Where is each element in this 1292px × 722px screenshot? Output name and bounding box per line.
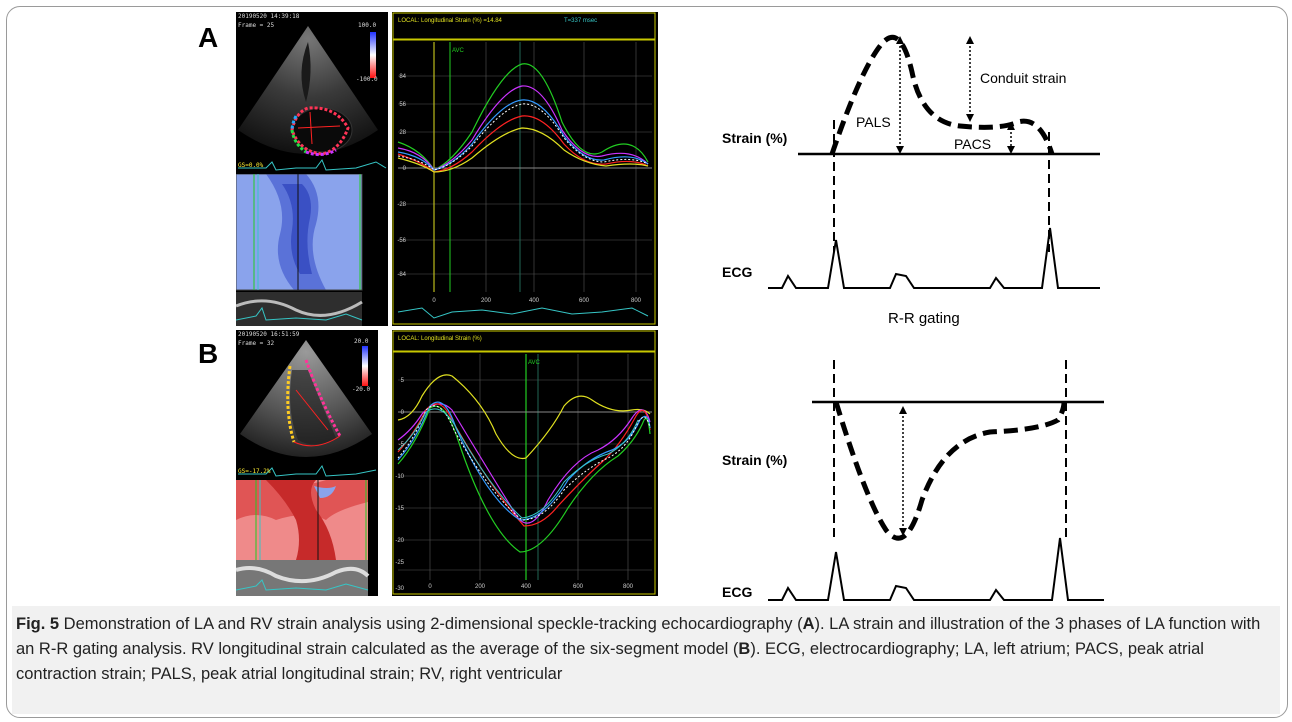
panel-b-ytick: 0	[401, 410, 405, 416]
caption-background	[12, 606, 1280, 714]
panel-a-ytick: 84	[399, 74, 406, 80]
panel-b-echo-timestamp: 20190520 16:51:59	[238, 331, 300, 338]
panel-a-xtick: 800	[631, 298, 642, 304]
panel-a-echo-frame: Frame = 25	[238, 22, 275, 29]
panel-a-scale-bottom: -100.0	[356, 76, 378, 83]
pals-label: PALS	[856, 114, 891, 130]
panel-b-xtick: 400	[521, 584, 532, 590]
panel-b-xtick: 200	[475, 584, 486, 590]
panel-b-ytick: -5	[399, 442, 405, 448]
panel-b-ytick: -10	[395, 474, 404, 480]
panel-a-ytick: -84	[397, 272, 406, 278]
panel-a-echo-timestamp: 20190520 14:39:18	[238, 13, 300, 20]
panel-b-echo-frame: Frame = 32	[238, 340, 275, 347]
panel-a-plot-time: T=337 msec	[564, 18, 597, 24]
panel-a-ecg-trace	[768, 227, 1100, 289]
panel-b-strain-curve	[833, 401, 1067, 541]
caption-text-1: Demonstration of LA and RV strain analys…	[59, 615, 803, 633]
panel-b-ytick: -30	[395, 586, 404, 592]
caption-fig-label: Fig. 5	[16, 615, 60, 633]
caption-ref-b: B	[738, 640, 751, 658]
panel-a-gs: GS=0.0%	[238, 162, 264, 169]
panel-a-ecg-label: ECG	[722, 264, 753, 280]
panel-a-letter: A	[198, 22, 219, 53]
panel-b-avc-label: AVC	[528, 360, 541, 366]
panel-b-strain-label: Strain (%)	[722, 452, 788, 468]
panel-a-ytick: 28	[399, 130, 406, 136]
panel-b-xtick: 800	[623, 584, 634, 590]
panel-a-scale-top: 100.0	[358, 22, 377, 29]
panel-b-ytick: -25	[395, 560, 404, 566]
pacs-label: PACS	[954, 136, 992, 152]
panel-a-strain-plot: 84 56 28 0 -28 -56 -84 0 200 400 600 800…	[392, 12, 658, 326]
panel-b-ecg-label: ECG	[722, 584, 753, 600]
rr-gating-label: R-R gating	[888, 310, 960, 327]
panel-b-xtick: 600	[573, 584, 584, 590]
panel-a-strain-map	[236, 174, 388, 326]
panel-b-ytick: -20	[395, 538, 404, 544]
panel-a-xtick: 200	[481, 298, 492, 304]
panel-a-strain-curve	[829, 34, 1055, 155]
panel-b-ytick: -15	[395, 506, 404, 512]
panel-b-ytick: 5	[401, 378, 405, 384]
panel-b-diagram	[768, 360, 1104, 601]
panel-a-echo-image: 20190520 14:39:18 Frame = 25 100.0 -100.…	[236, 12, 388, 174]
panel-a-ytick: -28	[397, 202, 406, 208]
figure-caption: Fig. 5 Demonstration of LA and RV strain…	[16, 612, 1266, 687]
panel-b-letter: B	[198, 338, 219, 369]
panel-b-ecg-trace	[768, 537, 1104, 601]
panel-b-strain-plot: 5 0 -5 -10 -15 -20 -25 -30 0 200 400 600…	[392, 330, 658, 596]
panel-a-plot-header: LOCAL: Longitudinal Strain (%) =14.84	[398, 18, 503, 24]
panel-a-xtick: 0	[432, 298, 436, 304]
panel-b-scale-bottom: -20.0	[352, 386, 371, 393]
caption-text-3: ). ECG, electrocardiography; LA, left at…	[16, 640, 1204, 683]
panel-b-gs: GS=-17.2%	[238, 468, 271, 475]
caption-text-2: ). LA strain and illustration of the 3 p…	[16, 615, 1261, 658]
conduit-strain-label: Conduit strain	[980, 70, 1067, 86]
panel-a-xtick: 400	[529, 298, 540, 304]
panel-a-ytick: 0	[403, 166, 407, 172]
panel-b-echo-image: 20190520 16:51:59 Frame = 32 20.0 -20.0 …	[236, 330, 378, 480]
panel-a-diagram	[768, 34, 1100, 289]
caption-ref-a: A	[802, 615, 815, 633]
panel-a-xtick: 600	[579, 298, 590, 304]
panel-b-scale-top: 20.0	[354, 338, 369, 345]
panel-b-xtick: 0	[428, 584, 432, 590]
panel-a-ytick: 56	[399, 102, 406, 108]
panel-a-ytick: -56	[397, 238, 406, 244]
panel-b-strain-map	[236, 480, 378, 596]
panel-a-avc-label: AVC	[452, 48, 465, 54]
panel-b-plot-header: LOCAL: Longitudinal Strain (%)	[398, 336, 482, 342]
panel-a-strain-label: Strain (%)	[722, 130, 788, 146]
